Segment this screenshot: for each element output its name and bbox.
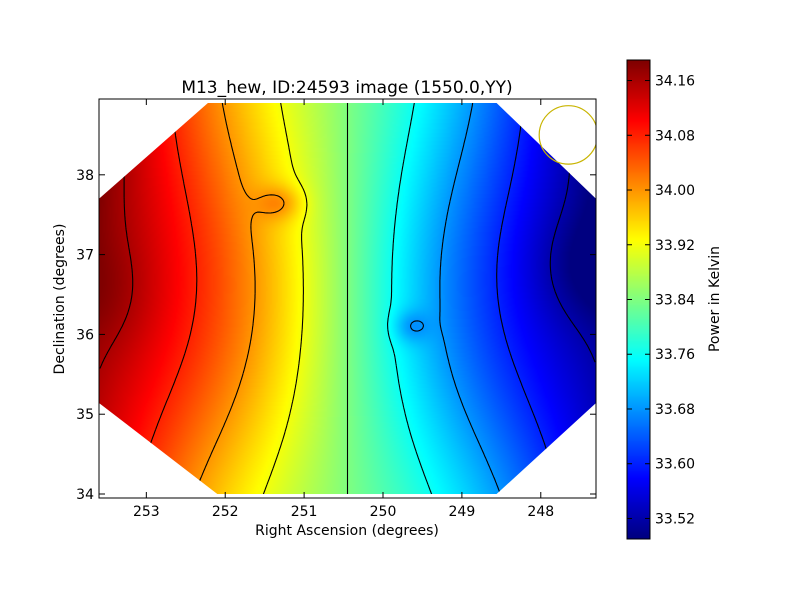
x-tick-label: 248 bbox=[527, 504, 554, 520]
colorbar-gradient bbox=[627, 60, 650, 539]
y-tick-label: 34 bbox=[76, 487, 94, 503]
colorbar-tick-label: 34.08 bbox=[655, 128, 695, 144]
colorbar: 33.52 33.60 33.68 33.76 33.84 33.92 34.00 34.08… bbox=[626, 59, 723, 540]
colorbar-tick-label: 33.76 bbox=[655, 347, 695, 363]
colorbar-tick-label: 33.68 bbox=[655, 402, 695, 418]
plot-frame bbox=[98, 98, 597, 499]
x-tick-label: 249 bbox=[449, 504, 476, 520]
contour-line-6 bbox=[193, 103, 285, 494]
colorbar-tick-label: 33.52 bbox=[655, 511, 695, 527]
colorbar-tick-label: 33.60 bbox=[655, 457, 695, 473]
colorbar-ticks: 33.52 33.60 33.68 33.76 33.84 33.92 34.00 34.08… bbox=[627, 74, 695, 527]
y-axis-label: Declination (degrees) bbox=[52, 224, 68, 375]
y-tick-label: 38 bbox=[76, 168, 94, 184]
annotations bbox=[538, 105, 596, 165]
colorbar-tick-label: 34.16 bbox=[655, 74, 695, 90]
contour-line-2 bbox=[410, 103, 502, 494]
y-axis: 34 35 36 37 38 bbox=[76, 168, 596, 503]
contour-line-3 bbox=[387, 103, 434, 494]
x-tick-label: 251 bbox=[291, 504, 318, 520]
plot-area bbox=[99, 103, 596, 494]
x-axis: 253 252 251 250 249 248 bbox=[133, 99, 554, 520]
y-tick-label: 36 bbox=[76, 327, 94, 343]
x-tick-label: 252 bbox=[212, 504, 239, 520]
contour-line-5 bbox=[261, 103, 308, 494]
x-axis-label: Right Ascension (degrees) bbox=[255, 523, 439, 539]
chart-title: M13_hew, ID:24593 image (1550.0,YY) bbox=[181, 78, 512, 98]
colorbar-label: Power in Kelvin bbox=[707, 246, 723, 352]
x-tick-label: 250 bbox=[370, 504, 397, 520]
colorbar-tick-label: 34.00 bbox=[655, 183, 695, 199]
colorbar-tick-label: 33.92 bbox=[655, 238, 695, 254]
y-tick-label: 37 bbox=[76, 248, 94, 264]
y-tick-label: 35 bbox=[76, 407, 94, 423]
colorbar-tick-label: 33.84 bbox=[655, 293, 695, 309]
x-tick-label: 253 bbox=[133, 504, 160, 520]
beam-circle bbox=[538, 105, 596, 165]
